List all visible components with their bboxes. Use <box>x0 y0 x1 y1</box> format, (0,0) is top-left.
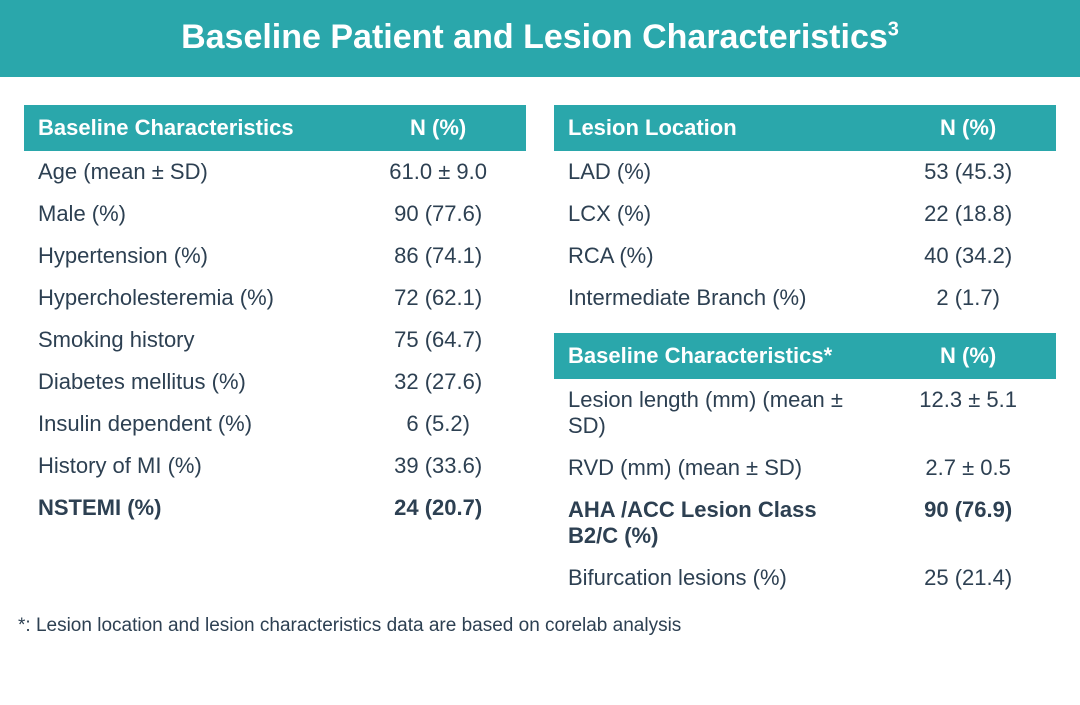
right-column: Lesion Location N (%) LAD (%)53 (45.3)LC… <box>554 105 1056 599</box>
content-area: Baseline Characteristics N (%) Age (mean… <box>0 77 1080 599</box>
row-label: Intermediate Branch (%) <box>554 277 880 319</box>
row-label: Age (mean ± SD) <box>24 151 350 193</box>
row-value: 24 (20.7) <box>350 487 526 529</box>
row-label: AHA /ACC Lesion Class B2/C (%) <box>554 489 880 557</box>
row-label: LCX (%) <box>554 193 880 235</box>
lesion-characteristics-table: Baseline Characteristics* N (%) Lesion l… <box>554 333 1056 599</box>
table-header-value: N (%) <box>350 105 526 151</box>
table-row: Hypertension (%)86 (74.1) <box>24 235 526 277</box>
row-label: Lesion length (mm) (mean ± SD) <box>554 379 880 447</box>
left-table-body: Age (mean ± SD)61.0 ± 9.0Male (%)90 (77.… <box>24 151 526 529</box>
table-row: Age (mean ± SD)61.0 ± 9.0 <box>24 151 526 193</box>
row-label: LAD (%) <box>554 151 880 193</box>
table-header-label: Baseline Characteristics* <box>554 333 880 379</box>
row-value: 40 (34.2) <box>880 235 1056 277</box>
row-value: 72 (62.1) <box>350 277 526 319</box>
page-title: Baseline Patient and Lesion Characterist… <box>0 0 1080 77</box>
right-bottom-table-body: Lesion length (mm) (mean ± SD)12.3 ± 5.1… <box>554 379 1056 599</box>
row-value: 2.7 ± 0.5 <box>880 447 1056 489</box>
right-top-table-body: LAD (%)53 (45.3)LCX (%)22 (18.8)RCA (%)4… <box>554 151 1056 319</box>
table-header-value: N (%) <box>880 105 1056 151</box>
table-row: Diabetes mellitus (%)32 (27.6) <box>24 361 526 403</box>
row-label: Male (%) <box>24 193 350 235</box>
table-header-label: Baseline Characteristics <box>24 105 350 151</box>
title-superscript: 3 <box>888 19 899 41</box>
row-value: 75 (64.7) <box>350 319 526 361</box>
table-header-value: N (%) <box>880 333 1056 379</box>
row-value: 53 (45.3) <box>880 151 1056 193</box>
row-value: 86 (74.1) <box>350 235 526 277</box>
row-label: NSTEMI (%) <box>24 487 350 529</box>
row-label: RCA (%) <box>554 235 880 277</box>
row-value: 39 (33.6) <box>350 445 526 487</box>
row-label: Hypercholesteremia (%) <box>24 277 350 319</box>
row-label: Bifurcation lesions (%) <box>554 557 880 599</box>
table-row: AHA /ACC Lesion Class B2/C (%)90 (76.9) <box>554 489 1056 557</box>
row-value: 90 (77.6) <box>350 193 526 235</box>
lesion-location-table: Lesion Location N (%) LAD (%)53 (45.3)LC… <box>554 105 1056 319</box>
table-row: Lesion length (mm) (mean ± SD)12.3 ± 5.1 <box>554 379 1056 447</box>
table-row: RVD (mm) (mean ± SD)2.7 ± 0.5 <box>554 447 1056 489</box>
table-row: Bifurcation lesions (%)25 (21.4) <box>554 557 1056 599</box>
table-row: Male (%)90 (77.6) <box>24 193 526 235</box>
row-label: Smoking history <box>24 319 350 361</box>
row-value: 61.0 ± 9.0 <box>350 151 526 193</box>
footnote: *: Lesion location and lesion characteri… <box>0 599 1080 637</box>
row-value: 22 (18.8) <box>880 193 1056 235</box>
row-label: Insulin dependent (%) <box>24 403 350 445</box>
baseline-characteristics-table: Baseline Characteristics N (%) Age (mean… <box>24 105 526 529</box>
table-row: LAD (%)53 (45.3) <box>554 151 1056 193</box>
table-row: Smoking history75 (64.7) <box>24 319 526 361</box>
table-row: Insulin dependent (%)6 (5.2) <box>24 403 526 445</box>
table-row: Intermediate Branch (%)2 (1.7) <box>554 277 1056 319</box>
row-value: 90 (76.9) <box>880 489 1056 557</box>
table-row: Hypercholesteremia (%)72 (62.1) <box>24 277 526 319</box>
table-row: LCX (%)22 (18.8) <box>554 193 1056 235</box>
row-value: 12.3 ± 5.1 <box>880 379 1056 447</box>
row-value: 25 (21.4) <box>880 557 1056 599</box>
row-value: 6 (5.2) <box>350 403 526 445</box>
row-label: Diabetes mellitus (%) <box>24 361 350 403</box>
row-value: 32 (27.6) <box>350 361 526 403</box>
table-row: History of MI (%)39 (33.6) <box>24 445 526 487</box>
row-value: 2 (1.7) <box>880 277 1056 319</box>
title-text: Baseline Patient and Lesion Characterist… <box>181 18 888 56</box>
table-header-label: Lesion Location <box>554 105 880 151</box>
table-row: RCA (%)40 (34.2) <box>554 235 1056 277</box>
row-label: History of MI (%) <box>24 445 350 487</box>
row-label: RVD (mm) (mean ± SD) <box>554 447 880 489</box>
left-column: Baseline Characteristics N (%) Age (mean… <box>24 105 526 599</box>
row-label: Hypertension (%) <box>24 235 350 277</box>
table-row: NSTEMI (%)24 (20.7) <box>24 487 526 529</box>
